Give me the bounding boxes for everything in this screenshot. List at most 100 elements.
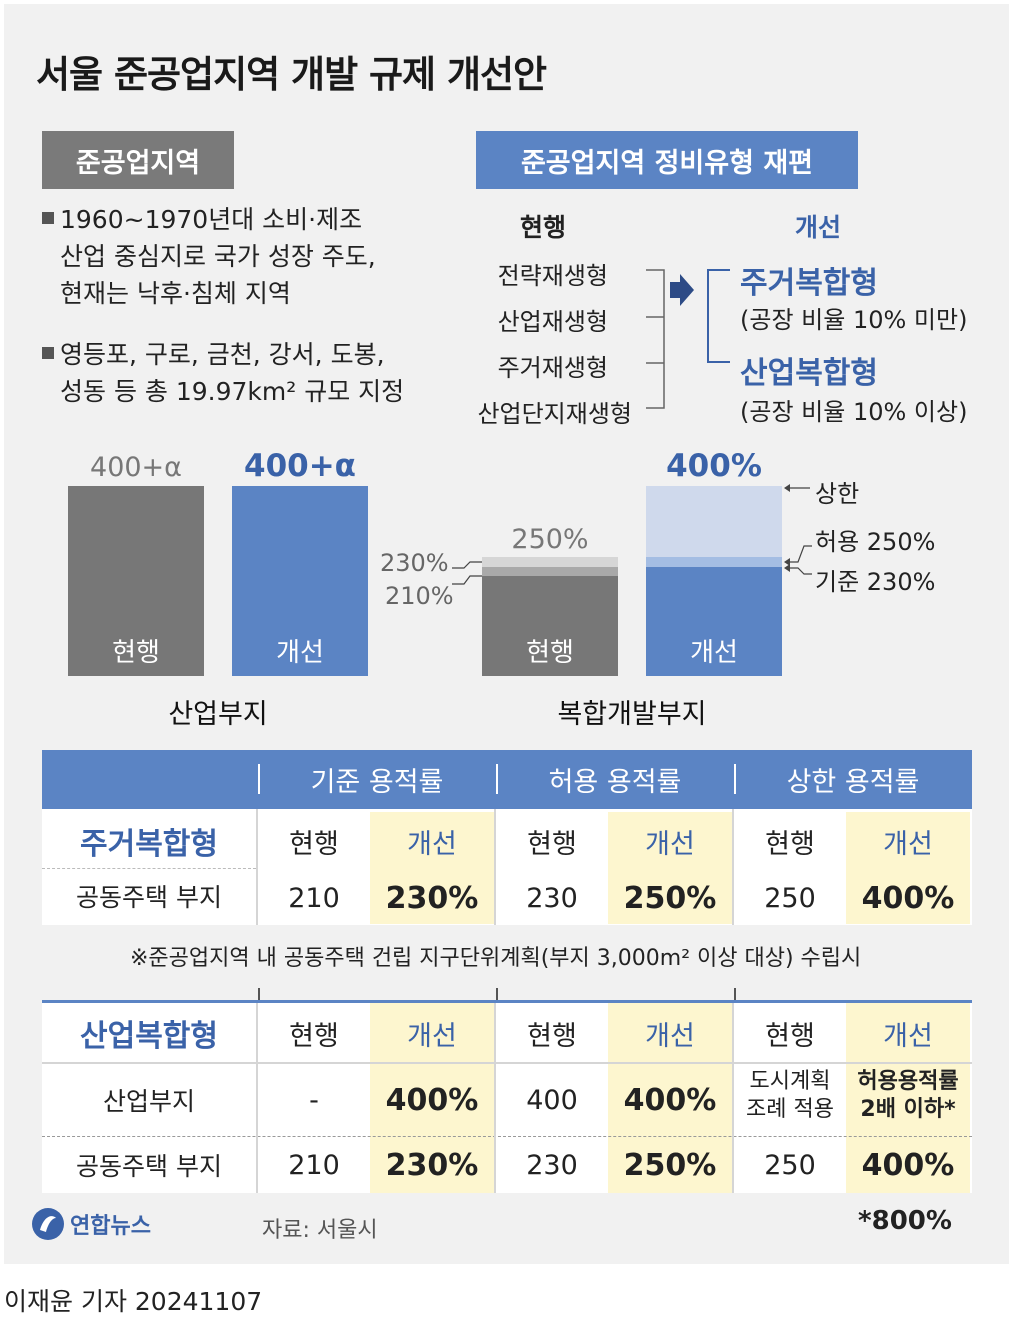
column-header: 기준 용적률 [310, 767, 444, 798]
annotation-230: 230% [380, 549, 449, 577]
arrow-right-icon [670, 274, 694, 306]
reorg-current-label: 현행 [520, 213, 567, 242]
table-cell-line: 허용용적률 [857, 1069, 959, 1094]
subheader-current: 현행 [289, 828, 339, 860]
divider [494, 809, 496, 925]
divider [256, 809, 258, 925]
highlight-column [370, 1003, 494, 1193]
bar-category-label: 개선 [276, 638, 324, 668]
chart-x-label: 산업부지 [168, 699, 268, 730]
table-cell: 230% [385, 880, 479, 916]
table-cell: 250 [764, 882, 816, 914]
bar-segment [646, 566, 782, 676]
source-text: 자료: 서울시 [262, 1218, 378, 1243]
bullet-text: 산업 중심지로 국가 성장 주도, [60, 242, 376, 271]
bar-industrial-current [68, 486, 204, 676]
divider [256, 1003, 258, 1193]
reorg-connector [646, 269, 730, 409]
table-industrial [42, 1003, 972, 1193]
improved-type-name: 주거복합형 [740, 266, 878, 301]
divider [732, 809, 734, 925]
bar-value-label: 400+α [90, 452, 182, 483]
left-section-header: 준공업지역 [42, 131, 234, 189]
current-type: 전략재생형 [497, 262, 608, 290]
improved-type-note: (공장 비율 10% 이상) [740, 398, 968, 426]
table-cell: 230 [526, 882, 578, 914]
bar-category-label: 개선 [690, 638, 738, 668]
row-label: 공동주택 부지 [76, 1152, 222, 1181]
subheader-improved: 개선 [645, 828, 695, 860]
footnote-text: *800% [858, 1206, 952, 1236]
bullet-square-icon [42, 347, 54, 359]
bullet-text: 성동 등 총 19.97km² 규모 지정 [60, 377, 405, 406]
table-cell: 400 [526, 1084, 578, 1116]
subheader-improved: 개선 [883, 1020, 933, 1052]
highlight-column [608, 812, 732, 924]
annotation-arrows [452, 561, 482, 585]
column-header: 상한 용적률 [786, 767, 920, 798]
chart-x-label: 복합개발부지 [557, 699, 707, 730]
subheader-current: 현행 [527, 828, 577, 860]
bar-segment [482, 557, 618, 567]
table-cell: 도시계획 조례 적용 [736, 1068, 844, 1124]
subheader-current: 현행 [527, 1020, 577, 1052]
row-group-name: 산업복합형 [80, 1019, 218, 1054]
divider [42, 1136, 972, 1137]
highlight-column [608, 1003, 732, 1193]
table-cell-line: 도시계획 [749, 1069, 831, 1094]
improved-annotation-arrows [784, 484, 812, 575]
bullet-square-icon [42, 212, 54, 224]
table-header [42, 750, 972, 809]
table-cell-line: 조례 적용 [746, 1097, 834, 1122]
divider [494, 1003, 496, 1193]
bar-value-label: 400+α [244, 448, 356, 484]
reorg-improved-label: 개선 [795, 213, 842, 242]
bullet-history: 1960~1970년대 소비·제조 산업 중심지로 국가 성장 주도, 현재는 … [42, 201, 376, 312]
subheader-current: 현행 [289, 1020, 339, 1052]
table-cell: 250% [623, 1147, 717, 1183]
table-note: ※준공업지역 내 공동주택 건립 지구단위계획(부지 3,000m² 이상 대상… [130, 946, 862, 971]
bar-segment [646, 557, 782, 567]
table-cell: 허용용적률 2배 이하* [846, 1068, 970, 1124]
improved-type-name: 산업복합형 [740, 356, 878, 391]
bar-category-label: 현행 [112, 638, 160, 668]
row-group-name: 주거복합형 [80, 827, 218, 862]
annotation-cap: 상한 [815, 480, 860, 508]
current-type: 산업재생형 [497, 308, 608, 336]
bar-category-label: 현행 [526, 638, 574, 668]
table-cell: 400% [385, 1082, 479, 1118]
subheader-improved: 개선 [645, 1020, 695, 1052]
subheader-improved: 개선 [407, 828, 457, 860]
divider [258, 764, 260, 794]
divider [42, 1062, 972, 1064]
table-top-rule [42, 1000, 972, 1003]
bar-value-label: 250% [511, 524, 589, 555]
table-cell: 230% [385, 1147, 479, 1183]
subheader-current: 현행 [765, 1020, 815, 1052]
table-residential [42, 809, 972, 925]
bar-industrial-improved [232, 486, 368, 676]
highlight-column [846, 1003, 970, 1193]
divider [258, 988, 260, 1000]
table-cell: 210 [288, 1149, 340, 1181]
divider [496, 988, 498, 1000]
bar-segment [482, 576, 618, 676]
bullet-text: 1960~1970년대 소비·제조 [60, 205, 363, 234]
table-cell: 400% [861, 880, 955, 916]
table-cell: 230 [526, 1149, 578, 1181]
bullet-regions: 영등포, 구로, 금천, 강서, 도봉, 성동 등 총 19.97km² 규모 … [42, 336, 404, 410]
table-cell: - [309, 1084, 319, 1116]
highlight-column [846, 812, 970, 924]
row-label: 공동주택 부지 [76, 883, 222, 912]
table-cell: 250 [764, 1149, 816, 1181]
table-cell-line: 2배 이하* [860, 1097, 956, 1122]
subheader-improved: 개선 [407, 1020, 457, 1052]
column-header: 허용 용적률 [548, 767, 682, 798]
table-cell: 400% [623, 1082, 717, 1118]
publisher-logo: 연합뉴스 [30, 1206, 151, 1242]
bar-segment [482, 566, 618, 577]
bar-value-label: 400% [666, 448, 762, 484]
publisher-name: 연합뉴스 [70, 1214, 151, 1239]
page-title: 서울 준공업지역 개발 규제 개선안 [36, 53, 547, 96]
divider [732, 1003, 734, 1193]
